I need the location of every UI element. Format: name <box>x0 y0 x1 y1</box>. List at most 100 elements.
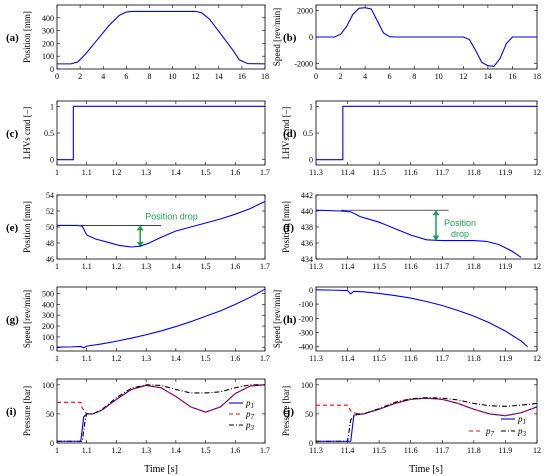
plot-frame <box>56 378 266 444</box>
x-tick-label: 6 <box>124 72 128 81</box>
x-tick-label: 12 <box>533 446 541 455</box>
x-tick-label: 1.4 <box>171 354 181 363</box>
y-tick-label: 54 <box>46 191 54 200</box>
y-tick-label: 50 <box>46 223 54 232</box>
x-tick-label: 11.5 <box>372 168 386 177</box>
plot-frame <box>315 378 538 444</box>
y-tick-label: 0 <box>309 286 313 295</box>
x-tick-label: 18 <box>261 72 269 81</box>
series-line-p7 <box>57 384 265 415</box>
x-tick-label: 8 <box>412 72 416 81</box>
x-tick-label: 1.2 <box>111 262 121 271</box>
x-tick-label: 1.3 <box>141 446 151 455</box>
chart-panel-j: 11.3 11.4 11.5 11.6 11.7 11.8 11.9 12 0 50 100 Pres… <box>281 378 541 455</box>
x-tick-label: 1.4 <box>171 168 181 177</box>
panel-letter: (h) <box>283 314 297 326</box>
panel-letter: (e) <box>6 222 19 234</box>
series-line-p3 <box>316 397 537 442</box>
x-tick-label: 4 <box>101 72 105 81</box>
x-tick-label: 12 <box>533 354 541 363</box>
x-tick-label: 16 <box>508 72 516 81</box>
y-tick-label: 1 <box>50 102 54 111</box>
plot-frame <box>315 286 538 352</box>
x-tick-label: 1 <box>55 168 59 177</box>
x-tick-label: 1.6 <box>230 446 240 455</box>
x-tick-label: 11.4 <box>341 168 355 177</box>
y-tick-label: 400 <box>42 14 54 23</box>
y-tick-label: -300 <box>298 329 313 338</box>
y-tick-label: 400 <box>42 300 54 309</box>
x-tick-label: 11.7 <box>435 168 449 177</box>
y-axis-label: Position [mm] <box>22 11 32 63</box>
x-tick-label: 11.8 <box>467 446 481 455</box>
y-tick-label: 442 <box>301 191 313 200</box>
y-tick-label: 434 <box>301 255 313 264</box>
series-line <box>316 209 522 258</box>
y-tick-label: 2000 <box>297 6 313 15</box>
y-tick-label: 0 <box>50 156 54 165</box>
x-tick-label: 8 <box>147 72 151 81</box>
x-tick-label: 18 <box>533 72 541 81</box>
x-tick-label: 6 <box>388 72 392 81</box>
x-tick-label: 11.7 <box>435 446 449 455</box>
x-tick-label: 1.7 <box>260 354 270 363</box>
y-tick-label: 200 <box>42 39 54 48</box>
chart-panel-c: 1 1.1 1.2 1.3 1.4 1.5 1.6 1.7 0 0.5 1 LHVs cmd [–](… <box>6 100 270 177</box>
series-line <box>57 200 265 248</box>
x-tick-label: 11.9 <box>499 354 513 363</box>
y-axis-label: LHVs cmd [–] <box>281 107 291 160</box>
series-line-p3 <box>57 384 265 442</box>
x-tick-label: 1.3 <box>141 262 151 271</box>
y-axis-label: Position [mm] <box>22 201 32 253</box>
panel-letter: (b) <box>283 32 297 44</box>
y-axis-label: Position [mm] <box>281 201 291 253</box>
series-line-p1 <box>57 384 265 442</box>
x-tick-label: 11.5 <box>372 262 386 271</box>
panel-letter: (f) <box>283 222 294 234</box>
chart-panel-h: 11.3 11.4 11.5 11.6 11.7 11.8 11.9 12 -400 -300 -2… <box>272 286 541 363</box>
x-tick-label: 11.6 <box>404 446 418 455</box>
x-tick-label: 1.3 <box>141 354 151 363</box>
x-tick-label: 11.7 <box>435 262 449 271</box>
panel-letter: (i) <box>6 406 17 418</box>
x-tick-label: 11.6 <box>404 262 418 271</box>
y-axis-label: Pressure [bar] <box>22 386 32 436</box>
x-tick-label: 1.7 <box>260 446 270 455</box>
y-tick-label: 0.5 <box>303 129 313 138</box>
x-tick-label: 11.6 <box>404 354 418 363</box>
plot-frame <box>56 100 266 166</box>
series-line <box>316 289 528 348</box>
y-tick-label: 52 <box>46 207 54 216</box>
x-tick-label: 11.3 <box>309 262 323 271</box>
chart-panel-e: 1 1.1 1.2 1.3 1.4 1.5 1.6 1.7 46 48 50 52 54 Position… <box>6 191 270 271</box>
y-tick-label: 0 <box>50 439 54 448</box>
y-tick-label: 438 <box>301 223 313 232</box>
y-tick-label: 50 <box>305 410 313 419</box>
chart-panel-a: 0 2 4 6 8 10 12 14 16 18 0 100 200 300 400 Position [mm… <box>6 4 269 81</box>
annotation-position-drop: Position drop <box>145 211 198 221</box>
panel-letter: (c) <box>6 128 19 140</box>
x-tick-label: 11.9 <box>499 262 513 271</box>
series-line <box>316 7 537 67</box>
drop-arrow-head-top <box>136 225 144 231</box>
y-axis-label: Speed [rev/min] <box>272 290 282 348</box>
series-line <box>57 105 265 161</box>
x-tick-label: 11.4 <box>341 446 355 455</box>
y-tick-label: 300 <box>42 27 54 36</box>
x-tick-label: 1.1 <box>82 354 92 363</box>
x-tick-label: 1.6 <box>230 354 240 363</box>
y-tick-label: 100 <box>42 52 54 61</box>
x-tick-label: 1.1 <box>82 262 92 271</box>
series-line-p7 <box>316 397 537 417</box>
y-tick-label: -2000 <box>294 60 313 69</box>
y-tick-label: 50 <box>46 410 54 419</box>
y-tick-label: 300 <box>42 311 54 320</box>
drop-arrow-head-top <box>432 210 440 216</box>
x-tick-label: 11.8 <box>467 262 481 271</box>
x-tick-label: 1.1 <box>82 446 92 455</box>
chart-panel-d: 11.3 11.4 11.5 11.6 11.7 11.8 11.9 12 0 0.5 1 LHVs … <box>281 100 541 177</box>
